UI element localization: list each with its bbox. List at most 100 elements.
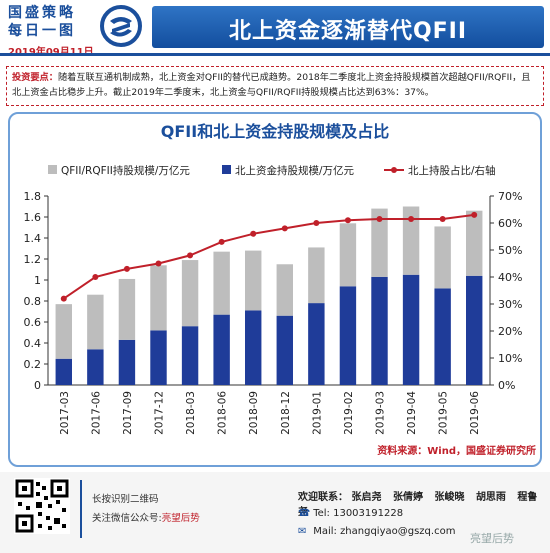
- legend-label-northbound: 北上资金持股规模/万亿元: [235, 164, 355, 177]
- contact-name: 张启尧: [351, 492, 382, 503]
- ratio-point: [281, 225, 288, 232]
- qr-code-icon[interactable]: [14, 478, 70, 534]
- y-right-tick-label: 70%: [498, 190, 522, 203]
- y-right-tick-label: 10%: [498, 352, 522, 365]
- x-tick-label: 2018-12: [280, 391, 292, 435]
- x-tick-label: 2019-02: [343, 391, 355, 435]
- bar-qfii: [434, 226, 451, 289]
- x-tick-label: 2017-09: [122, 391, 134, 435]
- ratio-point: [250, 230, 257, 237]
- y-left-tick-label: 0.4: [24, 337, 42, 350]
- ratio-point: [218, 238, 225, 245]
- bar-northbound: [371, 276, 388, 385]
- y-right-tick-label: 60%: [498, 217, 522, 230]
- y-left-tick-label: 1.8: [24, 190, 42, 203]
- y-left-tick-label: 0: [34, 379, 41, 392]
- bar-northbound: [434, 288, 451, 385]
- x-tick-label: 2019-06: [469, 391, 481, 435]
- legend-label-ratio: 北上持股占比/右轴: [408, 164, 496, 177]
- bar-northbound: [87, 349, 104, 385]
- bar-northbound: [276, 315, 293, 385]
- contact-name: 程鲁尧: [298, 492, 538, 518]
- x-tick-label: 2018-06: [217, 391, 229, 435]
- x-tick-label: 2019-01: [311, 391, 323, 435]
- tel-line: ☎ Tel: 13003191228: [298, 508, 403, 519]
- ratio-point: [376, 215, 383, 222]
- bar-qfii: [371, 208, 388, 277]
- x-tick-label: 2019-03: [375, 391, 387, 435]
- page-title: 北上资金逐渐替代QFII: [228, 19, 468, 44]
- qr-follow-prefix: 关注微信公众号:: [92, 513, 162, 524]
- y-right-tick-label: 20%: [498, 325, 522, 338]
- mail-icon: ✉: [298, 526, 307, 537]
- ratio-point: [344, 217, 351, 224]
- bar-qfii: [213, 251, 230, 315]
- bar-qfii: [276, 264, 293, 316]
- y-left-tick-label: 0.6: [24, 316, 42, 329]
- ratio-point: [439, 215, 446, 222]
- x-tick-label: 2018-03: [185, 391, 197, 435]
- header-divider: [0, 53, 550, 56]
- title-banner: 北上资金逐渐替代QFII: [152, 6, 544, 48]
- bar-qfii: [150, 265, 167, 331]
- gszq-logo-icon: [100, 5, 142, 47]
- legend-label-qfii: QFII/RQFII持股规模/万亿元: [61, 164, 190, 177]
- bar-qfii: [181, 260, 199, 327]
- bar-qfii: [87, 294, 104, 350]
- tel-number[interactable]: 13003191228: [333, 508, 404, 519]
- footer-divider: [80, 480, 82, 538]
- brand-line-2: 每日一图: [8, 23, 76, 39]
- y-left-tick-label: 0.2: [24, 358, 42, 371]
- key-points-box: 投资要点：随着互联互通机制成熟，北上资金对QFII的替代已成趋势。2018年二季…: [6, 66, 544, 106]
- chart-title: QFII和北上资金持股规模及占比: [160, 122, 390, 141]
- ratio-point: [408, 215, 415, 222]
- x-tick-label: 2019-05: [438, 391, 450, 435]
- mail-label: Mail:: [313, 526, 337, 537]
- bar-northbound: [339, 286, 357, 385]
- y-left-tick-label: 1: [34, 274, 41, 287]
- mail-address[interactable]: zhangqiyao@gszq.com: [340, 526, 456, 537]
- ratio-point: [60, 295, 67, 302]
- bar-qfii: [245, 250, 262, 311]
- x-tick-label: 2017-12: [154, 391, 166, 435]
- y-right-tick-label: 50%: [498, 244, 522, 257]
- y-left-tick-label: 1.6: [24, 211, 42, 224]
- bar-northbound: [245, 310, 262, 385]
- brand-block: 国盛策略 每日一图: [8, 4, 98, 40]
- contact-name: 胡思雨: [475, 492, 506, 503]
- legend-swatch-qfii: [48, 165, 57, 174]
- contact-name: 张峻晓: [434, 492, 465, 503]
- x-tick-label: 2019-04: [406, 391, 418, 435]
- wechat-account: 亮望后势: [161, 513, 200, 524]
- ratio-point: [187, 252, 194, 259]
- x-tick-label: 2018-09: [248, 391, 260, 435]
- ratio-point: [155, 260, 162, 267]
- y-left-tick-label: 1.2: [24, 253, 42, 266]
- y-left-tick-label: 0.8: [24, 295, 42, 308]
- y-right-tick-label: 40%: [498, 271, 522, 284]
- key-points-label: 投资要点：: [12, 72, 58, 83]
- contacts-label: 欢迎联系：: [298, 492, 348, 503]
- chart-frame: [8, 112, 542, 467]
- phone-icon: ☎: [298, 508, 311, 519]
- bar-qfii: [55, 304, 72, 359]
- bar-qfii: [402, 206, 420, 275]
- contact-name: 张倩婷: [392, 492, 423, 503]
- bar-northbound: [308, 303, 325, 385]
- mail-line: ✉ Mail: zhangqiyao@gszq.com: [298, 526, 455, 537]
- contacts: 欢迎联系： 张启尧 张倩婷 张峻晓 胡思雨 程鲁尧: [298, 488, 550, 518]
- key-points-text: 随着互联互通机制成熟，北上资金对QFII的替代已成趋势。2018年二季度北上资金…: [12, 72, 531, 98]
- y-right-tick-label: 30%: [498, 298, 522, 311]
- legend-marker-ratio: [391, 167, 397, 173]
- bar-northbound: [150, 330, 167, 385]
- y-left-tick-label: 1.4: [24, 232, 42, 245]
- ratio-point: [123, 265, 130, 272]
- bar-qfii: [339, 223, 357, 287]
- bar-qfii: [308, 247, 325, 304]
- qr-instruction: 长按识别二维码: [92, 494, 159, 505]
- qr-follow-note: 关注微信公众号:亮望后势: [92, 510, 200, 524]
- series-line-ratio: [63, 213, 475, 300]
- bar-northbound: [181, 326, 199, 385]
- legend-swatch-northbound: [222, 165, 231, 174]
